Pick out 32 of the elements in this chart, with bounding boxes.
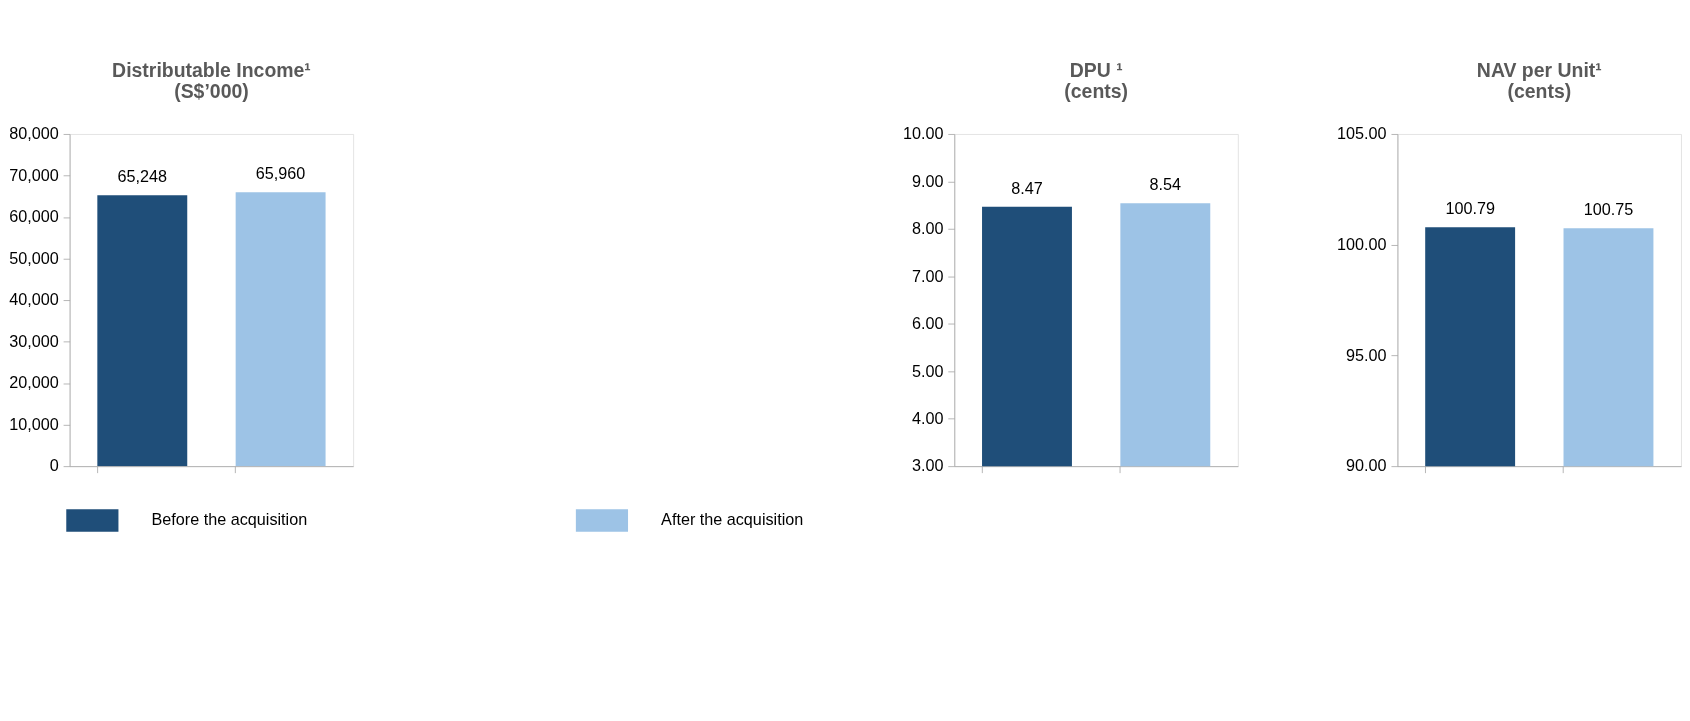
y-tick-label: 80,000 <box>9 124 59 143</box>
data-label: 100.75 <box>1583 200 1634 219</box>
y-tick-label: 105.00 <box>1337 124 1387 143</box>
chart-title: Distributable Income¹ (S$’000) <box>112 58 311 102</box>
y-tick-label: 20,000 <box>9 373 59 392</box>
y-tick-label: 5.00 <box>911 361 944 380</box>
y-tick-label: 10.00 <box>902 124 944 143</box>
data-label: 8.47 <box>1011 178 1043 197</box>
data-label: 100.79 <box>1445 199 1495 218</box>
y-tick-label: 9.00 <box>911 171 944 190</box>
y-tick-label: 60,000 <box>9 207 59 226</box>
text: 65,960 <box>255 164 306 183</box>
y-tick-label: 30,000 <box>9 331 59 350</box>
y-tick-label: 95.00 <box>1346 345 1387 364</box>
y-tick-label: 40,000 <box>9 290 59 309</box>
y-tick-label: 90.00 <box>1346 456 1387 475</box>
y-tick-label: 8.00 <box>911 219 944 238</box>
y-tick-label: 50,000 <box>9 248 59 267</box>
data-label: 8.54 <box>1149 175 1182 194</box>
y-tick-label: 6.00 <box>911 314 944 333</box>
text: 65,248 <box>117 167 168 186</box>
chart-title: DPU ¹ (cents) <box>1064 58 1129 102</box>
y-tick-label: 3.00 <box>911 456 944 475</box>
y-tick-label: 10,000 <box>9 414 59 433</box>
y-tick-label: 4.00 <box>911 409 944 428</box>
y-tick-label: 7.00 <box>911 266 944 285</box>
y-tick-label: 100.00 <box>1337 235 1387 254</box>
legend-label: Before the acquisition <box>151 510 308 529</box>
y-tick-label: 0 <box>49 456 59 475</box>
chart-title: NAV per Unit¹ (cents) <box>1476 58 1602 102</box>
legend-label: After the acquisition <box>661 510 804 529</box>
y-tick-label: 70,000 <box>9 165 59 184</box>
